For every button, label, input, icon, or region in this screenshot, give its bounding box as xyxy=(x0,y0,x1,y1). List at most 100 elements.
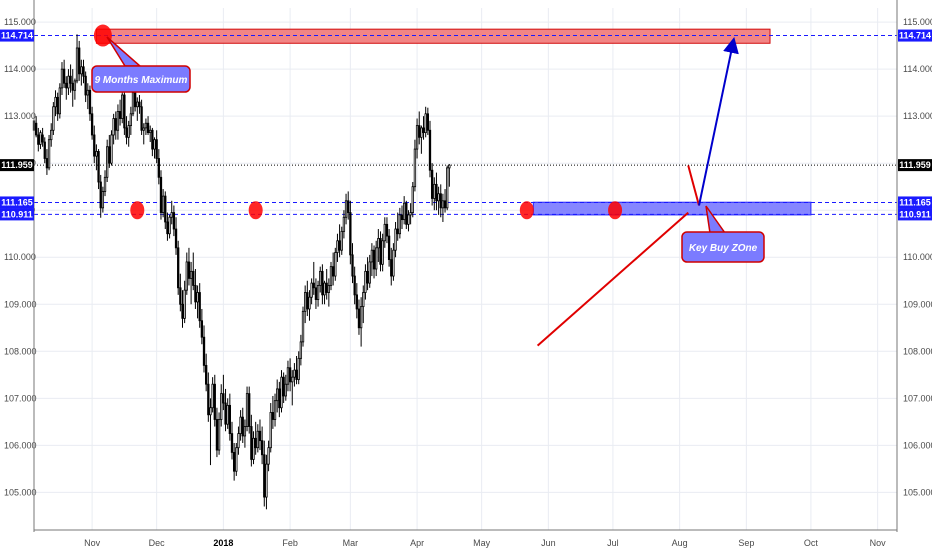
candle xyxy=(385,217,389,244)
candle-body xyxy=(144,122,148,129)
y-tick-label-right: 109.000 xyxy=(903,299,932,309)
candle xyxy=(144,118,148,135)
candle xyxy=(407,210,410,232)
candle xyxy=(420,125,423,154)
candle-body xyxy=(271,412,275,420)
candle xyxy=(349,200,352,265)
candle-body xyxy=(200,320,204,338)
candle xyxy=(364,264,367,300)
candle xyxy=(340,226,343,255)
candle-body xyxy=(196,292,199,303)
candle xyxy=(153,137,156,159)
candle-body xyxy=(56,96,59,115)
y-tick-label-right: 114.000 xyxy=(903,64,932,74)
candle xyxy=(314,278,318,309)
candle-body xyxy=(353,275,356,296)
candle xyxy=(71,69,74,107)
candle xyxy=(97,149,100,190)
candle xyxy=(448,164,451,187)
candle-body xyxy=(237,433,240,449)
candle-body xyxy=(349,212,352,256)
candle-body xyxy=(153,139,156,150)
level-badge-left-text: 110.911 xyxy=(1,209,33,219)
candle xyxy=(265,454,268,510)
candle-body xyxy=(82,66,85,77)
candle xyxy=(168,214,171,239)
candle xyxy=(288,358,292,392)
candle xyxy=(282,372,285,404)
candle-body xyxy=(291,376,294,383)
candle xyxy=(84,71,87,103)
candle-body xyxy=(370,249,374,263)
y-tick-label-right: 108.000 xyxy=(903,346,932,356)
candle xyxy=(155,130,158,164)
candle-body xyxy=(278,388,281,409)
candle xyxy=(151,127,154,157)
candle xyxy=(103,170,107,197)
y-tick-label-right: 107.000 xyxy=(903,393,932,403)
candle-body xyxy=(187,261,191,279)
callout-9-months-maximum-text: 9 Months Maximum xyxy=(95,75,188,86)
candle-body xyxy=(263,454,266,498)
candle-body xyxy=(151,129,154,150)
candle xyxy=(123,90,126,135)
candle-body xyxy=(310,282,313,298)
candle-body xyxy=(312,282,315,289)
candle xyxy=(232,443,236,481)
level-badge-right-text: 111.165 xyxy=(899,197,931,207)
candle xyxy=(375,240,378,277)
candle xyxy=(183,280,186,324)
candle xyxy=(95,144,98,171)
candle-body xyxy=(146,122,150,134)
candle xyxy=(370,243,374,277)
candle xyxy=(88,85,92,121)
candle-body xyxy=(379,238,382,265)
candle xyxy=(321,264,324,305)
x-tick-label: Oct xyxy=(804,538,819,548)
candle-body xyxy=(245,393,249,427)
zone-rect-0 xyxy=(95,28,771,44)
candle-body xyxy=(295,369,298,380)
candle-body xyxy=(269,412,272,449)
candle-body xyxy=(54,96,57,108)
candle-body xyxy=(267,447,270,465)
candle-body xyxy=(250,426,253,460)
candle-body xyxy=(366,270,369,284)
candle-body xyxy=(385,223,389,237)
y-tick-label-left: 113.000 xyxy=(4,111,36,121)
candle-body xyxy=(372,249,376,270)
candle xyxy=(80,59,83,86)
candle-body xyxy=(331,266,335,277)
candle xyxy=(205,353,208,392)
y-tick-label-left: 105.000 xyxy=(4,487,37,497)
candle xyxy=(293,363,296,387)
candle-body xyxy=(101,191,105,209)
candle-body xyxy=(121,94,124,119)
candle-body xyxy=(282,376,285,397)
candle xyxy=(41,127,44,147)
x-tick-label: Nov xyxy=(84,538,101,548)
candle xyxy=(329,261,333,291)
y-tick-label-right: 105.000 xyxy=(903,487,932,497)
candle xyxy=(433,177,436,211)
candle xyxy=(99,174,102,218)
candle xyxy=(299,334,303,366)
candle-body xyxy=(323,282,326,296)
candle xyxy=(181,290,184,328)
y-tick-label-left: 115.000 xyxy=(4,17,36,27)
level-badge-left xyxy=(0,29,34,42)
candle xyxy=(400,205,404,230)
candle xyxy=(411,182,414,218)
candle xyxy=(45,149,49,175)
candle-body xyxy=(65,82,68,89)
candle-body xyxy=(170,212,173,218)
candle-body xyxy=(86,89,89,96)
candle-body xyxy=(411,186,414,213)
callout-key-buy-zone: Key Buy ZOne xyxy=(681,205,765,263)
candle-body xyxy=(209,407,212,416)
candle-body xyxy=(73,80,77,91)
candle-body xyxy=(103,176,107,192)
candle xyxy=(284,374,287,401)
candle xyxy=(125,116,128,145)
candle-body xyxy=(293,369,296,378)
